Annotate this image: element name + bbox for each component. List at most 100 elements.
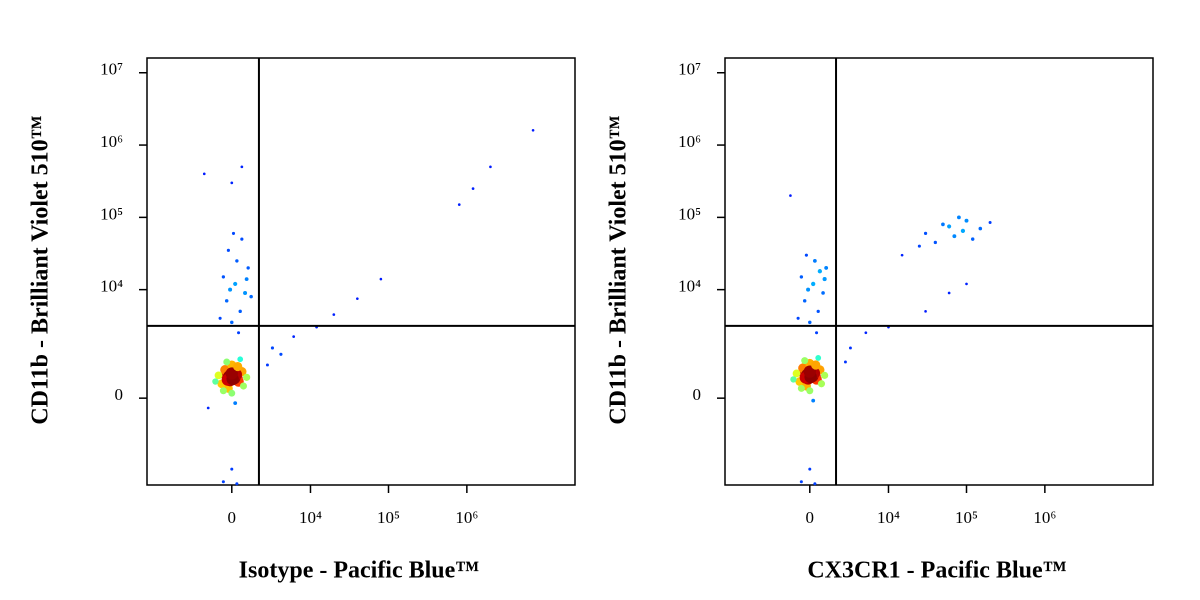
event-dot <box>960 228 966 234</box>
event-dot <box>843 360 847 364</box>
event-dot <box>489 165 492 169</box>
y-tick-label: 10⁴ <box>100 277 123 296</box>
event-dot <box>789 194 792 197</box>
event-dot <box>808 320 812 325</box>
x-tick-label: 10⁵ <box>955 508 978 527</box>
event-dot <box>531 129 535 132</box>
y-tick-label: 10⁷ <box>100 60 123 79</box>
event-dot <box>790 376 797 383</box>
event-dot <box>230 467 234 471</box>
event-dot <box>811 398 816 403</box>
event-dot <box>792 369 801 378</box>
event-dot <box>806 387 814 395</box>
event-dot <box>799 480 803 484</box>
event-dot <box>225 367 238 380</box>
event-dot <box>816 309 820 313</box>
event-dot <box>796 316 800 320</box>
event-dot <box>822 277 827 282</box>
event-dot <box>235 482 239 486</box>
event-dot <box>237 356 244 363</box>
event-dot <box>900 253 904 257</box>
y-axis-label: CD11b - Brilliant Violet 510™ <box>28 115 54 424</box>
plot-frame <box>146 57 576 486</box>
event-dot <box>817 380 826 388</box>
event-dot <box>813 259 817 263</box>
event-dot <box>964 218 969 223</box>
event-dot <box>233 401 238 405</box>
event-dot <box>231 231 236 235</box>
event-dot <box>817 269 823 274</box>
x-axis-label: Isotype - Pacific Blue™ <box>239 558 480 584</box>
x-tick-label: 0 <box>228 508 237 527</box>
event-dot <box>233 361 243 372</box>
event-dot <box>821 291 825 295</box>
event-dot <box>808 467 812 471</box>
event-dot <box>212 378 219 385</box>
plot-frame <box>724 57 1154 486</box>
event-dot <box>965 282 968 286</box>
x-tick-label: 10⁴ <box>299 508 322 527</box>
y-axis-label: CD11b - Brilliant Violet 510™ <box>606 115 632 424</box>
event-dot <box>244 277 249 281</box>
event-dot <box>238 309 242 314</box>
event-dot <box>379 277 383 281</box>
x-tick-label: 0 <box>806 508 815 527</box>
y-tick-label: 10⁶ <box>678 132 701 151</box>
event-dot <box>243 373 251 381</box>
event-dot <box>240 165 244 169</box>
event-dot <box>206 406 210 410</box>
event-dot <box>952 234 957 239</box>
event-dot <box>801 357 809 365</box>
x-tick-label: 10⁴ <box>877 508 900 527</box>
event-dot <box>246 266 250 270</box>
x-tick-label: 10⁵ <box>377 508 400 527</box>
event-dot <box>233 281 238 287</box>
event-dot <box>230 320 234 325</box>
event-dot <box>240 237 244 241</box>
event-dot <box>923 231 928 236</box>
event-dot <box>933 240 937 245</box>
y-tick-label: 10⁷ <box>678 60 701 79</box>
event-dot <box>849 346 852 350</box>
event-dot <box>924 310 927 313</box>
event-dot <box>978 226 983 231</box>
event-dot <box>224 299 229 303</box>
event-dot <box>804 253 808 257</box>
event-dot <box>815 355 822 361</box>
event-dot <box>802 299 807 303</box>
event-dot <box>221 275 226 279</box>
event-dot <box>202 172 206 176</box>
y-tick-label: 0 <box>115 385 124 404</box>
event-dot <box>799 275 804 279</box>
event-dot <box>228 389 236 397</box>
event-dot <box>457 203 461 206</box>
event-dot <box>214 371 223 380</box>
y-tick-label: 10⁵ <box>100 204 123 223</box>
event-dot <box>237 331 241 335</box>
event-dot <box>811 281 816 287</box>
event-dot <box>947 291 951 295</box>
event-dot <box>917 244 921 248</box>
event-dot <box>813 482 817 486</box>
event-dot <box>228 287 233 292</box>
event-dot <box>279 352 283 356</box>
event-dot <box>824 265 829 270</box>
event-dot <box>811 360 821 370</box>
y-tick-label: 10⁶ <box>100 132 123 151</box>
event-dot <box>815 331 819 335</box>
event-dot <box>226 248 230 252</box>
y-tick-label: 0 <box>693 385 702 404</box>
event-dot <box>806 287 811 292</box>
event-dot <box>947 224 952 229</box>
event-dot <box>249 294 253 299</box>
event-dot <box>265 363 269 367</box>
event-dot <box>988 220 992 224</box>
event-dot <box>270 346 275 350</box>
x-axis-label: CX3CR1 - Pacific Blue™ <box>807 558 1066 584</box>
event-dot <box>864 331 868 335</box>
event-dot <box>235 259 239 263</box>
event-dot <box>218 316 222 320</box>
y-tick-label: 10⁴ <box>678 277 701 296</box>
x-tick-label: 10⁶ <box>455 508 478 527</box>
